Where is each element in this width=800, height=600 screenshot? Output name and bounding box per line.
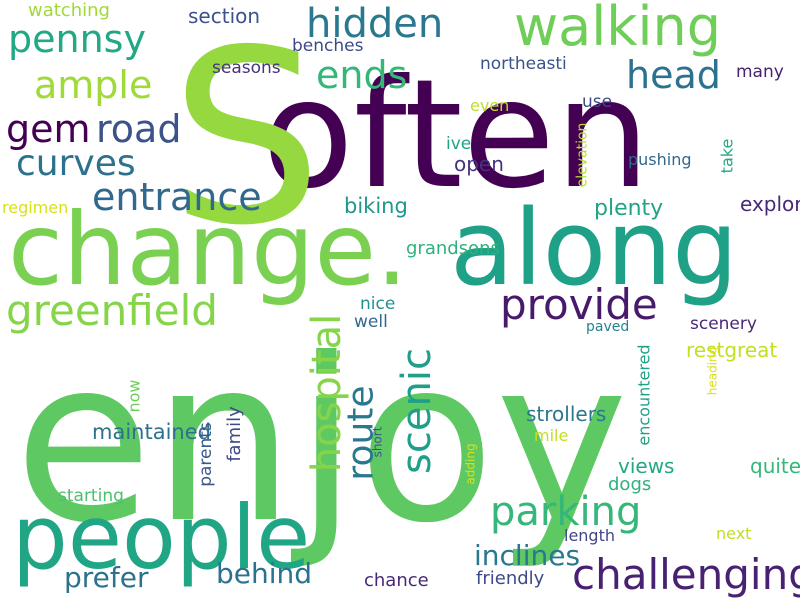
word-quite: strollers bbox=[526, 402, 607, 426]
word-inclines: challenging bbox=[572, 550, 800, 599]
word-road: road bbox=[96, 107, 182, 151]
word-grandsons: plenty bbox=[594, 196, 664, 221]
word-paved: nice bbox=[360, 294, 396, 314]
word-maintained: now bbox=[124, 379, 144, 413]
word-open: open bbox=[454, 152, 504, 176]
word-take: views bbox=[618, 454, 675, 478]
word-benches: benches bbox=[292, 36, 364, 56]
word-chance: adding bbox=[463, 443, 478, 485]
word-views: heading bbox=[705, 346, 720, 396]
word-enjoy: enjoy bbox=[14, 311, 629, 573]
word-section: section bbox=[188, 4, 261, 28]
word-heading: dogs bbox=[608, 474, 652, 495]
word-s: S bbox=[170, 0, 323, 278]
word-greenfield: greenfield bbox=[6, 286, 218, 335]
word-pushing: elevation bbox=[574, 122, 591, 188]
word-gem: gem bbox=[6, 107, 91, 151]
word-dogs: mile bbox=[534, 426, 569, 445]
word-often: often bbox=[262, 48, 651, 222]
word-curves: curves bbox=[16, 143, 136, 184]
word-encountered: starting bbox=[58, 486, 124, 506]
word-mile: restgreat bbox=[686, 338, 778, 362]
word-along: along bbox=[450, 187, 739, 309]
word-strollers: scenery bbox=[690, 314, 757, 334]
word-well: grandsons bbox=[406, 238, 500, 259]
word-friendly: parents bbox=[195, 422, 216, 487]
word-northeasti: northeasti bbox=[480, 54, 567, 74]
word-ends: ends bbox=[316, 53, 408, 97]
word-biking: take bbox=[717, 138, 737, 174]
word-challenging: scenic bbox=[393, 348, 440, 474]
word-now: quite bbox=[750, 454, 800, 478]
word-parents: length bbox=[564, 526, 615, 545]
word-change: change. bbox=[8, 191, 408, 308]
word-ive: ive bbox=[446, 134, 472, 154]
word-starting: encountered bbox=[634, 344, 654, 446]
word-ample: ample bbox=[34, 63, 153, 107]
word-prefer: parking bbox=[490, 489, 642, 535]
word-restgreat: paved bbox=[586, 319, 630, 335]
word-adding: friendly bbox=[476, 568, 545, 589]
word-next: maintained bbox=[92, 420, 211, 444]
word-hospital: behind bbox=[216, 557, 313, 590]
word-walking: walking bbox=[514, 0, 722, 58]
word-plenty: regimen bbox=[2, 198, 69, 217]
word-regimen: pushing bbox=[628, 150, 692, 169]
word-pennsy: pennsy bbox=[8, 17, 146, 61]
word-family: next bbox=[716, 524, 752, 543]
word-head: head bbox=[626, 53, 721, 97]
word-route: inclines bbox=[474, 539, 581, 572]
word-short: chance bbox=[364, 570, 429, 591]
word-nice: exploregreat bbox=[740, 192, 800, 216]
word-scenic: prefer bbox=[64, 561, 149, 594]
word-even: even bbox=[470, 96, 510, 115]
word-people: people bbox=[12, 486, 311, 589]
word-elevation: short bbox=[370, 426, 385, 458]
word-seasons: seasons bbox=[212, 58, 281, 78]
word-hidden: hidden bbox=[306, 1, 444, 47]
word-exploregreat: biking bbox=[344, 194, 408, 218]
word-many: many bbox=[736, 62, 784, 82]
word-provide: provide bbox=[500, 280, 658, 329]
word-watching: watching bbox=[28, 0, 110, 21]
word-scenery: well bbox=[354, 312, 388, 332]
word-length: family bbox=[223, 406, 245, 462]
word-use: use bbox=[582, 92, 613, 112]
word-entrance: entrance bbox=[92, 175, 262, 219]
